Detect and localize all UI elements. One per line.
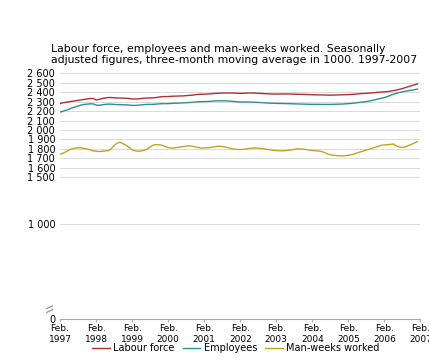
Line: Man-weeks worked: Man-weeks worked (60, 142, 417, 156)
Labour force (340, 93, 345, 97)
Employees (57, 110, 63, 114)
Man-weeks worked (133, 149, 138, 153)
Labour force (256, 91, 261, 96)
Legend: Labour force, Employees, Man-weeks worked: Labour force, Employees, Man-weeks worke… (88, 339, 384, 357)
Man-weeks worked (304, 147, 309, 152)
Employees (256, 100, 261, 105)
Line: Labour force: Labour force (60, 84, 417, 104)
Text: Labour force, employees and man-weeks worked. Seasonally
adjusted figures, three: Labour force, employees and man-weeks wo… (51, 43, 417, 65)
Man-weeks worked (154, 143, 159, 147)
Man-weeks worked (256, 146, 261, 150)
Man-weeks worked (406, 143, 411, 148)
Labour force (57, 101, 63, 106)
Labour force (304, 92, 309, 97)
Labour force (415, 82, 420, 86)
Employees (154, 102, 159, 106)
Man-weeks worked (337, 154, 342, 158)
Labour force (133, 97, 138, 101)
Employees (340, 102, 345, 106)
Line: Employees: Employees (60, 89, 417, 112)
Man-weeks worked (57, 152, 63, 156)
Labour force (154, 95, 159, 100)
Labour force (403, 85, 408, 90)
Employees (133, 103, 138, 108)
Man-weeks worked (343, 153, 348, 158)
Employees (403, 89, 408, 93)
Man-weeks worked (415, 139, 420, 144)
Employees (415, 87, 420, 91)
Employees (304, 102, 309, 106)
